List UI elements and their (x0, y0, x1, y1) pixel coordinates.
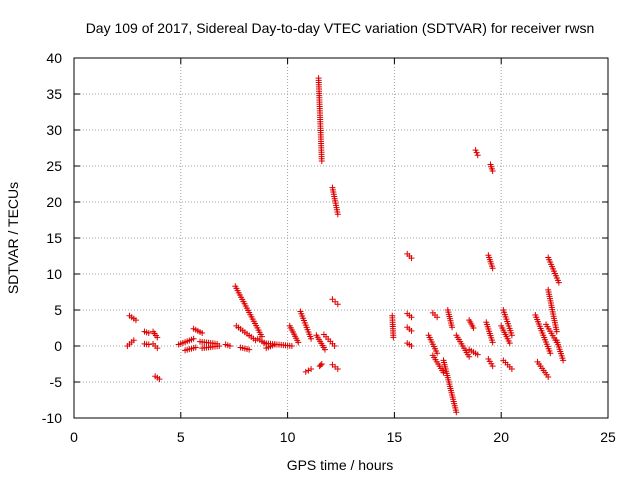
data-point (545, 373, 552, 380)
y-tick-label: 20 (46, 194, 62, 210)
data-point (190, 335, 197, 342)
data-point (331, 343, 338, 349)
data-point (472, 147, 479, 154)
data-point (154, 345, 161, 352)
data-point (192, 344, 199, 351)
y-tick-label: -5 (50, 374, 63, 390)
y-axis-label: SDTVAR / TECUs (5, 182, 21, 294)
data-point (408, 327, 415, 334)
data-point (408, 343, 415, 349)
data-point (440, 369, 447, 376)
data-point (288, 343, 295, 349)
data-point (305, 367, 312, 374)
x-tick-labels: 0 5 10 15 20 25 (70, 429, 616, 445)
data-point (449, 324, 456, 331)
y-tick-label: 15 (46, 230, 62, 246)
data-point (130, 337, 137, 344)
data-point (156, 376, 163, 383)
data-point (434, 314, 441, 321)
data-point (508, 366, 515, 373)
data-point (308, 335, 315, 342)
x-tick-label: 10 (280, 429, 296, 445)
y-tick-label: 25 (46, 158, 62, 174)
data-point (408, 255, 415, 262)
data-point (560, 357, 567, 364)
data-point (332, 298, 339, 305)
y-tick-labels: -10 -5 0 5 10 15 20 25 30 35 40 (42, 50, 62, 426)
data-point (474, 152, 481, 159)
data-point (489, 168, 496, 175)
data-point (506, 340, 513, 347)
x-tick-label: 20 (493, 429, 509, 445)
data-point (329, 296, 336, 303)
y-tick-label: 5 (54, 302, 62, 318)
x-tick-label: 0 (70, 429, 78, 445)
data-point (154, 334, 161, 341)
data-point (466, 353, 473, 360)
grid-lines (74, 58, 608, 418)
axis-ticks (73, 57, 609, 419)
data-point (489, 265, 496, 272)
data-point (317, 362, 324, 369)
data-point (489, 339, 496, 346)
data-point (226, 343, 233, 349)
y-tick-label: 0 (54, 338, 62, 354)
y-tick-label: -10 (42, 410, 62, 426)
data-point (318, 157, 325, 164)
y-tick-label: 40 (46, 50, 62, 66)
data-point (334, 211, 341, 218)
y-tick-label: 30 (46, 122, 62, 138)
data-point (318, 361, 325, 367)
y-tick-label: 35 (46, 86, 62, 102)
data-point (302, 368, 309, 375)
data-point (145, 341, 152, 348)
data-point (334, 366, 341, 373)
data-point (271, 341, 278, 348)
data-point (474, 351, 481, 358)
data-point (489, 363, 496, 370)
y-tick-label: 10 (46, 266, 62, 282)
data-point (216, 343, 223, 349)
data-point (555, 279, 562, 286)
data-point (553, 328, 560, 335)
data-point (246, 346, 253, 353)
data-point (321, 346, 328, 353)
x-axis-label: GPS time / hours (287, 457, 394, 473)
data-point (145, 330, 152, 337)
data-point (334, 301, 341, 308)
data-point (434, 350, 441, 357)
x-tick-label: 15 (387, 429, 403, 445)
data-point (473, 149, 480, 156)
data-point (453, 409, 460, 416)
data-point (547, 350, 554, 357)
data-point (132, 317, 139, 324)
chart-title: Day 109 of 2017, Sidereal Day-to-day VTE… (86, 20, 595, 36)
data-point (390, 334, 397, 341)
data-point (199, 330, 206, 337)
data-point (308, 366, 315, 373)
data-point (408, 314, 415, 321)
data-points (124, 75, 567, 416)
x-tick-label: 25 (600, 429, 616, 445)
x-tick-label: 5 (177, 429, 185, 445)
data-point (470, 325, 477, 331)
data-point (508, 332, 515, 339)
data-point (295, 339, 302, 346)
